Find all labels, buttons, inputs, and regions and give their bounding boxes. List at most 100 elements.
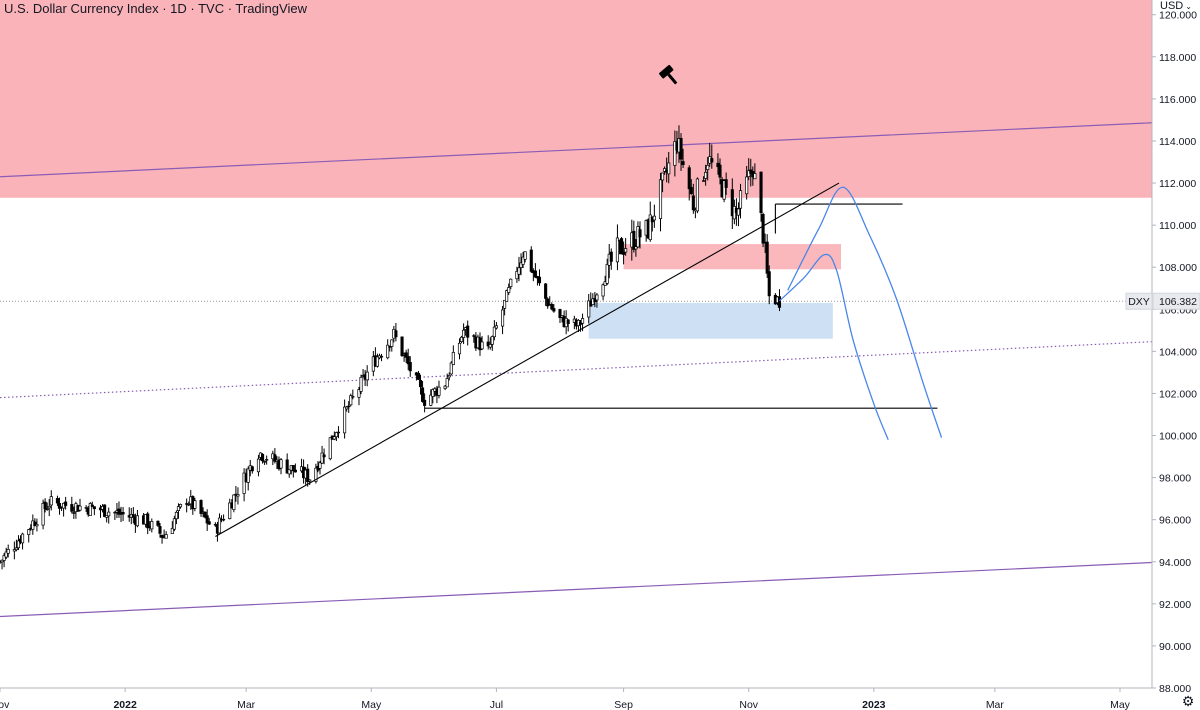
candle[interactable] [70, 496, 74, 514]
candle[interactable] [318, 460, 322, 475]
candle[interactable] [172, 515, 176, 532]
candle[interactable] [332, 431, 336, 441]
candle[interactable] [550, 302, 554, 311]
candle[interactable] [45, 502, 49, 511]
candle[interactable] [187, 501, 191, 507]
candle[interactable] [205, 509, 209, 531]
candle[interactable] [689, 179, 693, 195]
candle[interactable] [724, 172, 728, 195]
candle[interactable] [459, 335, 464, 344]
candle[interactable] [199, 499, 203, 517]
candle[interactable] [753, 163, 757, 180]
channel-line-1[interactable] [0, 122, 1153, 178]
candle[interactable] [566, 319, 570, 332]
candle[interactable] [236, 487, 240, 505]
candle[interactable] [488, 337, 492, 350]
candle[interactable] [246, 466, 250, 491]
candle[interactable] [679, 133, 683, 171]
candle[interactable] [336, 426, 341, 439]
candle[interactable] [158, 523, 162, 538]
candle[interactable] [437, 380, 441, 399]
candle[interactable] [490, 335, 494, 351]
candle[interactable] [745, 165, 749, 200]
candle[interactable] [314, 463, 318, 484]
candle[interactable] [150, 518, 154, 533]
candle[interactable] [702, 176, 706, 182]
candle[interactable] [523, 251, 527, 263]
candle[interactable] [279, 457, 283, 475]
candle[interactable] [27, 528, 31, 543]
candle[interactable] [449, 361, 453, 376]
candle[interactable] [14, 539, 18, 552]
candle[interactable] [273, 448, 277, 464]
candle[interactable] [160, 534, 164, 544]
candle[interactable] [447, 372, 451, 381]
candle[interactable] [174, 510, 178, 525]
candle[interactable] [595, 292, 599, 308]
candle[interactable] [308, 479, 312, 485]
candle[interactable] [64, 496, 68, 510]
candle[interactable] [632, 220, 636, 253]
price-axis[interactable] [1152, 0, 1200, 710]
candle[interactable] [375, 353, 379, 368]
candle[interactable] [519, 253, 523, 276]
candle[interactable] [624, 237, 628, 256]
candle[interactable] [472, 334, 476, 343]
candle[interactable] [587, 294, 591, 324]
candle[interactable] [759, 171, 763, 222]
candle[interactable] [738, 183, 743, 219]
candle[interactable] [480, 336, 484, 351]
candle[interactable] [265, 455, 269, 465]
candle[interactable] [328, 437, 332, 461]
candle[interactable] [287, 469, 291, 478]
candle[interactable] [156, 520, 160, 527]
candle[interactable] [78, 498, 82, 512]
candle[interactable] [113, 511, 117, 521]
trendline-1[interactable] [215, 182, 840, 537]
candle[interactable] [285, 453, 289, 474]
candle[interactable] [503, 299, 507, 316]
candle[interactable] [293, 463, 297, 473]
candle[interactable] [722, 179, 726, 203]
candle[interactable] [736, 202, 741, 227]
candle[interactable] [634, 239, 638, 257]
candle[interactable] [164, 531, 168, 539]
candle[interactable] [2, 553, 6, 568]
candle[interactable] [673, 130, 677, 177]
candle[interactable] [505, 289, 509, 302]
candle[interactable] [178, 503, 183, 509]
candle[interactable] [667, 151, 671, 184]
candle[interactable] [429, 389, 433, 407]
candle[interactable] [12, 541, 16, 560]
candle[interactable] [501, 305, 505, 335]
channel-line-2[interactable] [0, 341, 1153, 399]
candle[interactable] [443, 385, 447, 391]
candle[interactable] [351, 389, 355, 400]
projection-path-1[interactable] [779, 253, 889, 440]
candle[interactable] [322, 448, 326, 465]
candle[interactable] [131, 507, 135, 524]
candle[interactable] [718, 158, 722, 185]
candle[interactable] [558, 308, 562, 323]
candle[interactable] [306, 464, 310, 487]
candle[interactable] [242, 468, 246, 502]
candle[interactable] [408, 356, 412, 377]
candle[interactable] [176, 503, 181, 519]
candle[interactable] [185, 498, 189, 513]
candle[interactable] [652, 204, 656, 228]
candle[interactable] [658, 172, 663, 232]
candle[interactable] [90, 501, 94, 508]
candle[interactable] [406, 348, 410, 370]
candle[interactable] [691, 183, 695, 214]
candle[interactable] [16, 535, 21, 551]
candle[interactable] [41, 499, 45, 530]
candle[interactable] [544, 283, 548, 306]
candle[interactable] [615, 224, 619, 271]
candle[interactable] [486, 335, 490, 350]
candle[interactable] [6, 544, 10, 558]
candle[interactable] [379, 353, 384, 362]
candle[interactable] [359, 374, 363, 395]
candle[interactable] [601, 283, 605, 301]
candle[interactable] [121, 506, 125, 522]
